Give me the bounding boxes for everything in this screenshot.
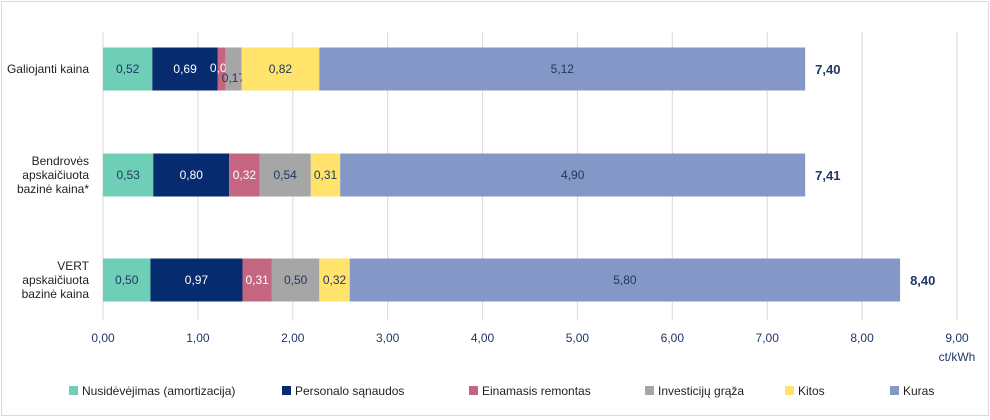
x-tick-label: 1,00: [186, 331, 210, 345]
bar-segment: [319, 47, 806, 91]
bar-value-label: 0,82: [269, 62, 293, 76]
bar-value-label: 0,31: [314, 168, 338, 182]
legend-label: Kuras: [903, 384, 934, 398]
category-label: Bendrovės apskaičiuota bazinė kaina*: [17, 154, 89, 196]
x-tick-label: 4,00: [471, 331, 495, 345]
bar-total-label: 7,40: [815, 62, 840, 77]
x-tick-label: 7,00: [756, 331, 780, 345]
legend-swatch: [645, 386, 654, 395]
bar-value-label: 0,97: [185, 273, 209, 287]
x-tick-label: 3,00: [376, 331, 400, 345]
bar-segment: [153, 153, 230, 197]
bars: 0,52 0,69 0,080,170,82 5,12 7,400,53 0,80 0,32…: [103, 47, 935, 302]
bar-value-label: 0,17: [222, 71, 246, 85]
legend-label: Einamasis remontas: [482, 384, 591, 398]
bar-segment: [242, 258, 272, 302]
legend-label: Personalo sąnaudos: [295, 384, 404, 398]
category-label-line: apskaičiuota: [22, 168, 89, 182]
legend-swatch: [69, 386, 78, 395]
bar-segment: [150, 258, 243, 302]
category-label: Galiojanti kaina: [7, 62, 89, 76]
bar-value-label: 0,32: [233, 168, 257, 182]
category-label-line: bazinė kaina: [22, 287, 90, 301]
bar-segment: [259, 153, 311, 197]
bar-segment: [217, 47, 226, 91]
bar-segment: [103, 258, 151, 302]
legend-label: Investicijų grąža: [658, 384, 744, 398]
bar-value-label: 0,31: [246, 273, 270, 287]
legend-label: Nusidėvėjimas (amortizacija): [82, 384, 235, 398]
category-label-line: apskaičiuota: [22, 273, 89, 287]
bar-value-label: 0,54: [274, 168, 298, 182]
legend-swatch: [890, 386, 899, 395]
bar-value-label: 0,32: [323, 273, 347, 287]
category-label-line: bazinė kaina*: [17, 182, 89, 196]
bar-segment: [152, 47, 218, 91]
bar-segment: [271, 258, 320, 302]
x-tick-label: 2,00: [281, 331, 305, 345]
bar-value-label: 0,69: [173, 62, 197, 76]
bar-segment: [229, 153, 260, 197]
bar-segment: [103, 153, 154, 197]
category-label-line: Bendrovės: [32, 154, 89, 168]
bar-segment: [340, 153, 806, 197]
bar-segment: [225, 47, 242, 91]
bar-total-label: 8,40: [910, 273, 935, 288]
x-tick-label: 9,00: [945, 331, 969, 345]
bar-value-label: 4,90: [561, 168, 585, 182]
bar-total-label: 7,41: [815, 168, 840, 183]
x-tick-label: 6,00: [661, 331, 685, 345]
bar-value-label: 0,50: [115, 273, 139, 287]
bar-value-label: 0,80: [180, 168, 204, 182]
bar-segment: [241, 47, 320, 91]
legend-swatch: [469, 386, 478, 395]
x-axis-unit-label: ct/kWh: [939, 350, 976, 364]
category-label-line: Galiojanti kaina: [7, 62, 89, 76]
legend-swatch: [282, 386, 291, 395]
category-label-line: VERT: [57, 259, 89, 273]
bar-value-label: 0,52: [116, 62, 140, 76]
bar-value-label: 0,50: [284, 273, 308, 287]
category-label: VERT apskaičiuota bazinė kaina: [22, 259, 90, 301]
stacked-bar-chart: 0,52 0,69 0,080,170,82 5,12 7,400,53 0,80 0,32…: [7, 32, 975, 398]
legend-label: Kitos: [798, 384, 825, 398]
bar-segment: [310, 153, 341, 197]
x-tick-label: 8,00: [850, 331, 874, 345]
x-tick-label: 0,00: [91, 331, 115, 345]
legend: Nusidėvėjimas (amortizacija) Personalo są…: [69, 384, 934, 398]
axes: 0,00 1,00 2,00 3,00 4,00 5,00 6,00 7,00 8,00 9,00…: [7, 62, 975, 364]
bar-value-label: 0,53: [116, 168, 140, 182]
bar-segment: [103, 47, 153, 91]
bar-segment: [319, 258, 350, 302]
bar-value-label: 5,80: [613, 273, 637, 287]
x-tick-label: 5,00: [566, 331, 590, 345]
bar-value-label: 5,12: [551, 62, 575, 76]
legend-swatch: [785, 386, 794, 395]
bar-segment: [349, 258, 901, 302]
